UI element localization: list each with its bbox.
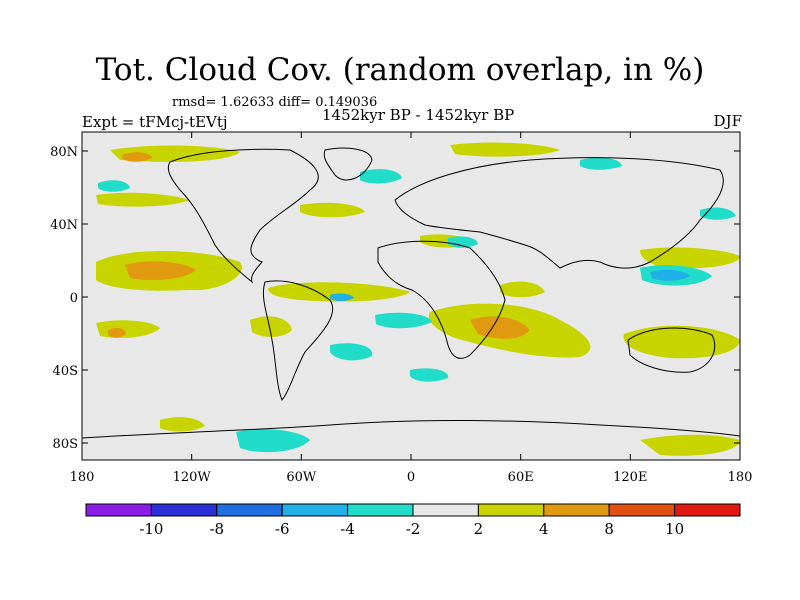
lat-tick-label: 80S [53,437,78,452]
anomaly-patch [360,169,402,184]
lon-tick-label: 60E [508,470,534,485]
anomaly-patch [500,281,545,298]
colorbar-swatch [216,503,283,517]
coastlines [81,147,741,439]
colorbar-label: -8 [209,520,224,538]
colorbar-swatch [477,503,545,517]
anomaly-patch [580,157,622,170]
coastline-north-america [167,148,319,284]
coastline-africa [377,240,506,359]
anomaly-patch [122,152,152,162]
lon-tick-label: 180 [70,470,95,485]
positive-anomalies [96,142,740,456]
lon-tick-label: 0 [407,470,415,485]
period-label: 1452kyr BP - 1452kyr BP [322,106,515,124]
season-label: DJF [713,112,742,130]
longitude-axis: 180 120W 60W 0 60E 120E 180 [70,132,753,485]
coastline-south-america [262,280,334,401]
colorbar-swatch [412,503,479,517]
anomaly-patch [250,316,292,337]
colorbar-label: 2 [474,520,484,538]
colorbar-label: -4 [340,520,355,538]
anomaly-patch [268,282,410,302]
anomaly-patch [330,293,354,301]
anomaly-patch [650,269,690,281]
anomaly-patch [448,236,478,248]
colorbar-label: 8 [604,520,614,538]
anomaly-patch [640,434,740,456]
lon-tick-label: 60W [286,470,317,485]
anomaly-patch [236,429,310,453]
lon-tick-label: 120W [173,470,212,485]
anomaly-patch [470,316,530,339]
anomaly-patch [450,142,560,157]
anomaly-patch [300,202,365,218]
strong-positive-anomalies [108,152,530,339]
colorbar-swatch [281,503,349,517]
colorbar-label: -6 [275,520,290,538]
strong-negative-anomalies [330,269,690,301]
experiment-label: Expt = tFMcj-tEVtj [82,113,228,131]
coastline-antarctica [81,419,741,439]
anomaly-patch [375,312,432,329]
colorbar-swatch [150,503,218,517]
colorbar-swatch [347,503,414,517]
anomaly-patch [160,417,205,432]
chart-title: Tot. Cloud Cov. (random overlap, in %) [95,52,705,88]
colorbar-swatch [85,503,152,517]
coastline-australia [627,327,716,373]
coastline-eurasia [394,157,724,269]
map-background [82,132,740,460]
anomaly-patch [623,325,740,359]
lon-tick-label: 120E [613,470,647,485]
anomaly-patch [410,368,449,382]
colorbar-label: 10 [665,520,684,538]
lat-tick-label: 40N [50,218,78,233]
anomaly-patch [98,180,130,192]
latitude-axis: 80N 40N 0 40S 80S [50,145,740,452]
stats-line: rmsd= 1.62633 diff= 0.149036 [172,95,378,110]
colorbar-swatch [674,503,741,517]
anomaly-patch [330,343,373,361]
lat-tick-label: 80N [50,145,78,160]
lat-tick-label: 0 [70,291,78,306]
colorbar-swatch [608,503,676,517]
coastline-greenland [323,147,373,181]
anomaly-patch [125,261,196,280]
colorbar-label: -2 [406,520,421,538]
lon-tick-label: 180 [728,470,753,485]
anomaly-patch [108,327,126,338]
colorbar-label: 4 [539,520,549,538]
lat-tick-label: 40S [53,364,78,379]
colorbar-label: -10 [139,520,163,538]
anomaly-patch [96,192,190,207]
colorbar-swatch [543,503,610,517]
colorbar: -10 -8 -6 -4 -2 2 4 8 10 [85,503,741,538]
